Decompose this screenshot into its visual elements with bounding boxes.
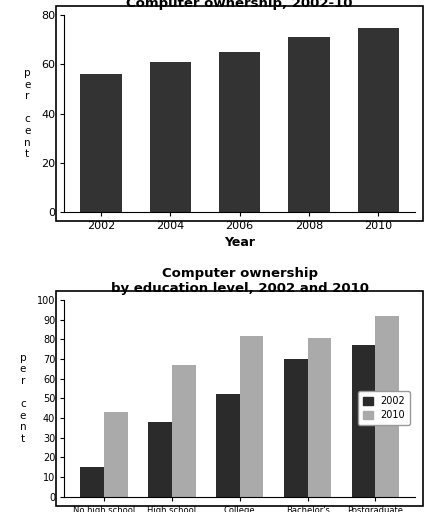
Y-axis label: p
e
r

c
e
n
t: p e r c e n t	[20, 353, 26, 444]
Y-axis label: p
e
r

c
e
n
t: p e r c e n t	[24, 68, 30, 159]
Bar	[288, 37, 330, 212]
Bar	[284, 359, 308, 497]
Bar	[240, 335, 264, 497]
Bar	[219, 52, 261, 212]
Bar	[357, 28, 399, 212]
Legend: 2002, 2010: 2002, 2010	[358, 392, 410, 425]
Title: Computer ownership
by education level, 2002 and 2010: Computer ownership by education level, 2…	[111, 267, 369, 295]
Bar	[148, 422, 172, 497]
Bar	[172, 365, 196, 497]
Bar	[80, 74, 122, 212]
X-axis label: Year: Year	[224, 237, 255, 249]
Bar	[216, 394, 240, 497]
Bar	[104, 412, 128, 497]
Bar	[80, 467, 104, 497]
Title: Computer ownership, 2002-10: Computer ownership, 2002-10	[126, 0, 353, 10]
Bar	[375, 316, 399, 497]
Bar	[149, 62, 191, 212]
Bar	[308, 337, 331, 497]
Bar	[352, 346, 375, 497]
